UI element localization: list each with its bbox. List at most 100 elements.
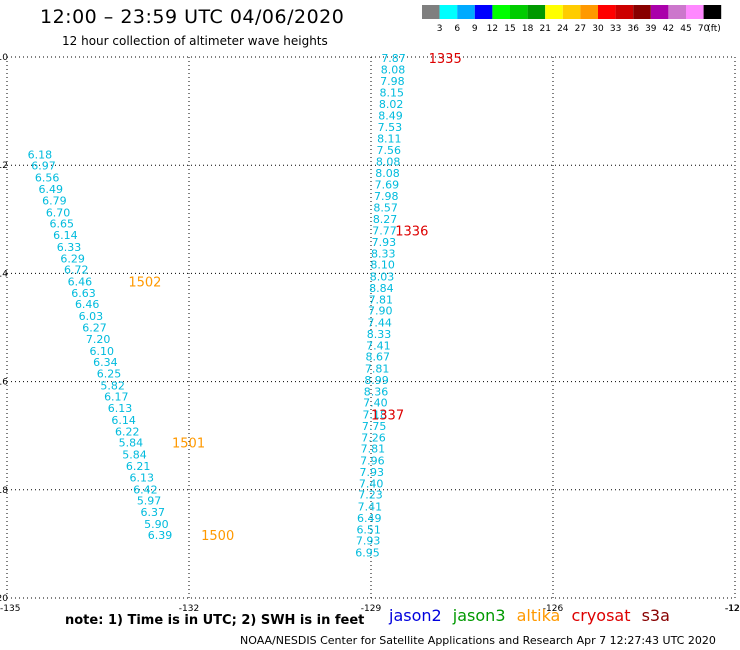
x-tick-label: -132 xyxy=(179,604,199,614)
wave-height-label: 8.11 xyxy=(377,133,402,146)
legend-swatch xyxy=(668,5,686,19)
wave-height-label: 6.97 xyxy=(31,160,56,173)
wave-height-label: 6.39 xyxy=(148,529,173,542)
wave-height-label: 6.27 xyxy=(82,322,107,335)
legend-label: 6 xyxy=(454,24,460,34)
wave-height-label: 6.34 xyxy=(93,356,118,369)
wave-height-label: 8.08 xyxy=(375,167,400,180)
wave-height-label: 8.33 xyxy=(367,328,392,341)
wave-height-label: 7.26 xyxy=(361,431,386,444)
wave-height-label: 6.42 xyxy=(133,483,158,496)
legend-label: 30 xyxy=(592,24,604,34)
wave-height-label: 8.33 xyxy=(371,247,396,260)
chart-title: 12:00 – 23:59 UTC 04/06/2020 xyxy=(40,6,345,28)
y-tick-label: -20 xyxy=(0,594,8,604)
wave-height-label: 8.27 xyxy=(373,213,398,226)
time-annotation: 1337 xyxy=(371,409,404,424)
legend-swatch xyxy=(633,5,651,19)
legend-swatch xyxy=(422,5,440,19)
wave-height-label: 7.23 xyxy=(358,489,383,502)
legend-label: 70 xyxy=(698,24,710,34)
legend-label: 15 xyxy=(504,24,515,34)
legend-swatch xyxy=(686,5,704,19)
wave-height-label: 6.46 xyxy=(75,298,100,311)
y-tick-label: -10 xyxy=(0,53,8,63)
wave-height-label: 6.37 xyxy=(140,506,165,519)
wave-height-label: 8.36 xyxy=(364,385,389,398)
y-tick-label: -16 xyxy=(0,378,8,388)
wave-height-label: 6.95 xyxy=(355,547,380,560)
wave-height-label: 7.98 xyxy=(374,190,399,203)
time-annotation: 1335 xyxy=(429,52,462,67)
wave-height-label: 6.33 xyxy=(57,241,82,254)
x-tick-label: -123 xyxy=(725,604,740,614)
legend-swatch xyxy=(598,5,616,19)
chart-subtitle: 12 hour collection of altimeter wave hei… xyxy=(62,34,328,48)
wave-height-label: 8.10 xyxy=(370,259,395,272)
wave-height-label: 7.96 xyxy=(360,455,385,468)
satellite-legend: jason2 jason3 altika cryosat s3a xyxy=(389,606,676,625)
legend-swatch xyxy=(510,5,528,19)
wave-height-label: 6.17 xyxy=(104,391,129,404)
wave-height-label: 7.87 xyxy=(381,52,406,65)
legend-swatch xyxy=(650,5,669,19)
wave-height-label: 6.72 xyxy=(64,264,89,277)
legend-swatch xyxy=(703,5,722,19)
wave-height-label: 8.67 xyxy=(366,351,391,364)
satellite-cryosat: cryosat xyxy=(571,606,631,625)
wave-height-label: 6.18 xyxy=(28,148,53,161)
wave-height-label: 6.46 xyxy=(68,276,93,289)
legend-swatch xyxy=(580,5,598,19)
wave-height-label: 5.97 xyxy=(137,495,162,508)
wave-height-label: 7.93 xyxy=(372,236,397,249)
wave-height-label: 6.10 xyxy=(90,345,115,358)
wave-height-label: 5.84 xyxy=(119,437,144,450)
wave-height-label: 7.56 xyxy=(376,144,401,157)
wave-height-label: 8.57 xyxy=(373,201,398,214)
satellite-jason3: jason3 xyxy=(452,606,506,625)
wave-height-label: 7.77 xyxy=(372,225,397,238)
wave-height-label: 6.49 xyxy=(357,512,382,525)
wave-height-label: 7.81 xyxy=(361,443,386,456)
wave-height-label: 7.20 xyxy=(86,333,111,346)
wave-height-label: 6.51 xyxy=(356,523,381,536)
wave-height-label: 6.79 xyxy=(42,194,67,207)
satellite-altika: altika xyxy=(516,606,561,625)
wave-height-label: 6.63 xyxy=(71,287,96,300)
wave-height-label: 6.22 xyxy=(115,425,140,438)
legend-label: 9 xyxy=(472,24,478,34)
x-tick-label: -135 xyxy=(0,604,20,614)
wave-height-label: 6.25 xyxy=(97,367,122,380)
legend-swatch xyxy=(457,5,475,19)
wave-height-label: 8.08 xyxy=(376,155,401,168)
wave-height-label: 7.81 xyxy=(369,293,394,306)
legend-label: 12 xyxy=(487,24,498,34)
x-tick-label: -12 xyxy=(725,604,740,614)
y-tick-label: -18 xyxy=(0,486,8,496)
legend-swatch xyxy=(474,5,493,19)
wave-height-label: 6.29 xyxy=(60,252,85,265)
wave-height-label: 5.90 xyxy=(144,518,169,531)
wave-height-label: 7.18 xyxy=(363,409,388,422)
wave-height-label: 7.75 xyxy=(362,420,387,433)
legend-swatch xyxy=(615,5,634,19)
wave-height-label: 7.44 xyxy=(367,317,392,330)
legend-unit: (ft) xyxy=(707,24,721,34)
wave-height-label: 6.56 xyxy=(35,172,60,185)
legend-swatch xyxy=(439,5,458,19)
wave-height-label: 8.15 xyxy=(379,87,404,100)
wave-height-label: 8.84 xyxy=(369,282,394,295)
wave-height-label: 7.41 xyxy=(358,501,383,514)
satellite-jason2: jason2 xyxy=(389,606,442,625)
legend-label: 18 xyxy=(522,24,534,34)
color-legend: 3 6 9 12 15 18 21 24 27 30 33 36 39 42 45 70(ft) xyxy=(422,5,722,34)
wave-height-label: 8.03 xyxy=(370,271,395,284)
legend-label: 42 xyxy=(663,24,674,34)
wave-height-label: 6.13 xyxy=(130,471,155,484)
legend-label: 3 xyxy=(437,24,443,34)
x-tick-label: -129 xyxy=(361,604,382,614)
wave-height-label: 6.13 xyxy=(108,402,133,415)
wave-height-label: 7.98 xyxy=(380,75,405,88)
x-tick-label: -126 xyxy=(543,604,564,614)
wave-height-label: 6.14 xyxy=(53,229,78,242)
